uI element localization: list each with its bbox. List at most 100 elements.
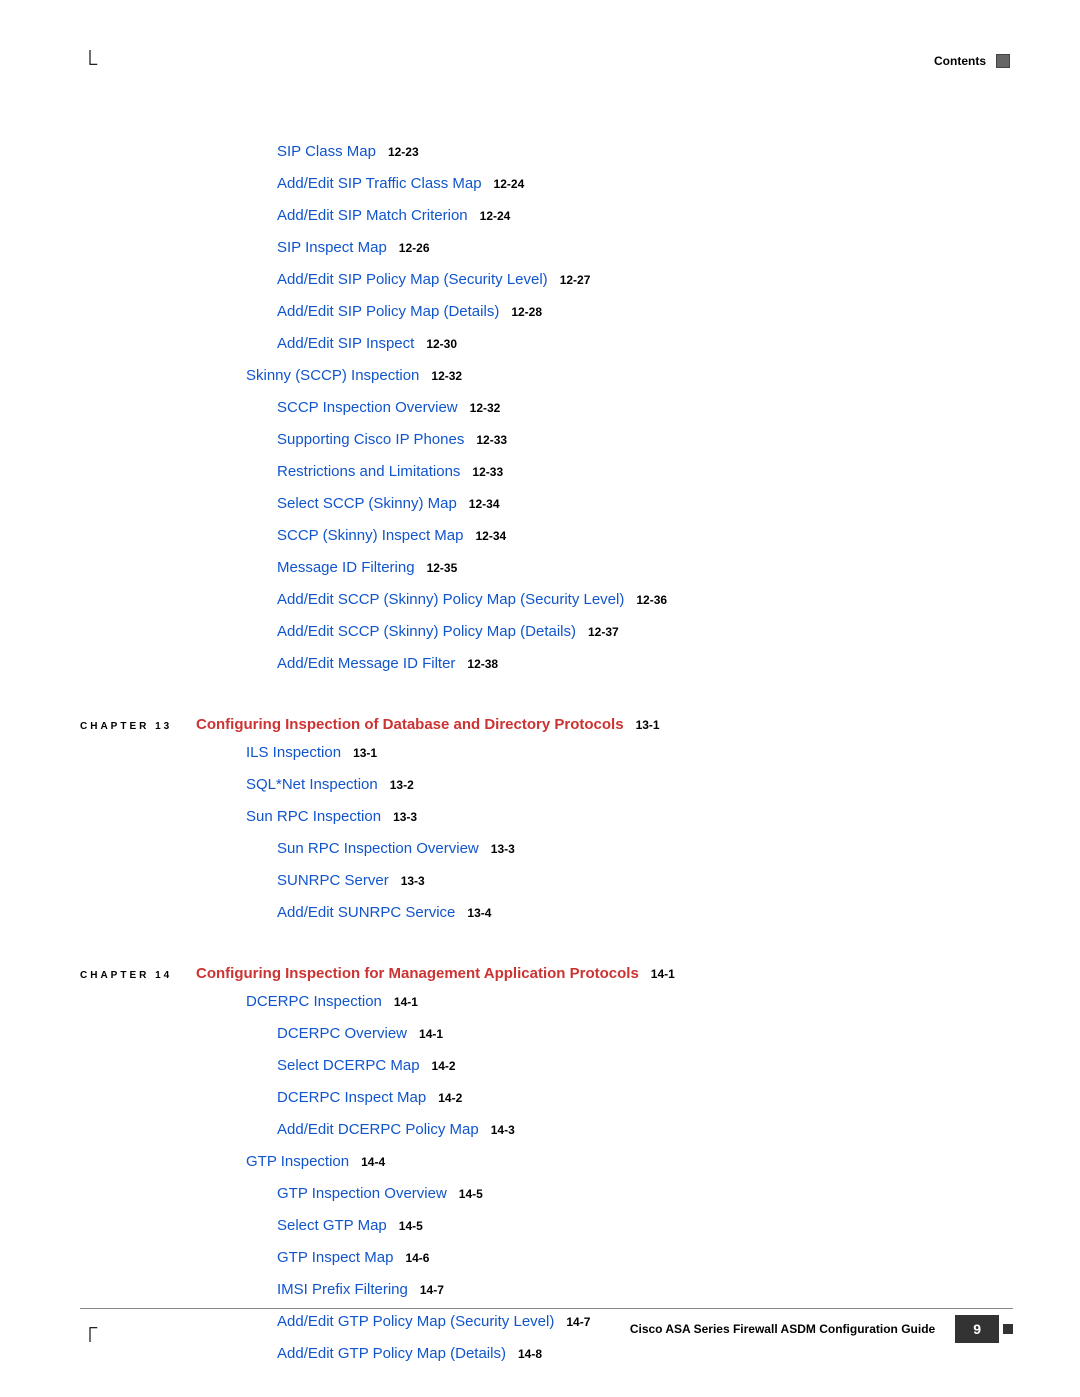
toc-page: 13-2: [390, 778, 414, 792]
toc-link[interactable]: DCERPC Inspection: [246, 993, 382, 1010]
toc-entry: Skinny (SCCP) Inspection 12-32: [246, 364, 1013, 388]
toc-page: 12-38: [467, 657, 498, 671]
toc-link[interactable]: Message ID Filtering: [277, 559, 415, 576]
toc-entry: Select GTP Map 14-5: [277, 1214, 1013, 1238]
header-label: Contents: [934, 54, 986, 68]
toc-link[interactable]: Select SCCP (Skinny) Map: [277, 495, 457, 512]
toc-link[interactable]: SCCP Inspection Overview: [277, 399, 458, 416]
page-number: 9: [955, 1315, 999, 1343]
toc-link[interactable]: Skinny (SCCP) Inspection: [246, 367, 419, 384]
toc-page: 13-1: [353, 746, 377, 760]
toc-entry: ILS Inspection 13-1: [246, 741, 1013, 765]
toc-page: 12-36: [636, 593, 667, 607]
toc-link[interactable]: DCERPC Inspect Map: [277, 1089, 426, 1106]
toc-page: 13-3: [491, 842, 515, 856]
toc-link[interactable]: DCERPC Overview: [277, 1025, 407, 1042]
toc-entry: Select DCERPC Map14-2: [277, 1054, 1013, 1078]
toc-link[interactable]: Add/Edit DCERPC Policy Map: [277, 1121, 479, 1138]
toc-entry: Sun RPC Inspection Overview 13-3: [277, 837, 1013, 861]
toc-page: 12-23: [388, 145, 419, 159]
toc-link[interactable]: Add/Edit SIP Traffic Class Map: [277, 175, 482, 192]
toc-entry: SCCP Inspection Overview12-32: [277, 396, 1013, 420]
chapter-heading: CHAPTER 14 Configuring Inspection for Ma…: [80, 965, 1013, 982]
toc-entry: Add/Edit SCCP (Skinny) Policy Map (Secur…: [277, 588, 1013, 612]
toc-link[interactable]: Add/Edit SUNRPC Service: [277, 904, 455, 921]
toc-link[interactable]: SCCP (Skinny) Inspect Map: [277, 527, 463, 544]
toc-entry: DCERPC Overview14-1: [277, 1022, 1013, 1046]
toc-link[interactable]: Select DCERPC Map: [277, 1057, 420, 1074]
toc-page: 12-34: [475, 529, 506, 543]
toc-link[interactable]: Add/Edit SIP Policy Map (Security Level): [277, 271, 548, 288]
toc-link[interactable]: Add/Edit SIP Inspect: [277, 335, 414, 352]
toc-page: 12-30: [426, 337, 457, 351]
toc-entry: SCCP (Skinny) Inspect Map 12-34: [277, 524, 1013, 548]
toc-entry: GTP Inspection 14-4: [246, 1150, 1013, 1174]
toc-entry: Add/Edit SUNRPC Service13-4: [277, 901, 1013, 925]
toc-entry: DCERPC Inspect Map14-2: [277, 1086, 1013, 1110]
page-square-icon: [1003, 1324, 1013, 1334]
toc-page: 12-32: [431, 369, 462, 383]
toc-page: 12-33: [476, 433, 507, 447]
toc-link[interactable]: Sun RPC Inspection Overview: [277, 840, 479, 857]
toc-link[interactable]: Supporting Cisco IP Phones: [277, 431, 464, 448]
toc-page: 12-28: [511, 305, 542, 319]
toc-page: 12-37: [588, 625, 619, 639]
toc-entry: Restrictions and Limitations12-33: [277, 460, 1013, 484]
chapter-title[interactable]: Configuring Inspection of Database and D…: [196, 716, 624, 733]
toc-page: 13-3: [401, 874, 425, 888]
toc-page: 14-1: [394, 995, 418, 1009]
toc-link[interactable]: GTP Inspection Overview: [277, 1185, 447, 1202]
toc-link[interactable]: ILS Inspection: [246, 744, 341, 761]
toc-page: 14-3: [491, 1123, 515, 1137]
chapter-label: CHAPTER 14: [80, 970, 196, 981]
crop-mark: ⎿: [83, 48, 97, 68]
toc-entry: Add/Edit SCCP (Skinny) Policy Map (Detai…: [277, 620, 1013, 644]
toc-link[interactable]: Select GTP Map: [277, 1217, 387, 1234]
toc-link[interactable]: SUNRPC Server: [277, 872, 389, 889]
page-footer: Cisco ASA Series Firewall ASDM Configura…: [80, 1308, 1013, 1343]
toc-entry: Sun RPC Inspection 13-3: [246, 805, 1013, 829]
toc-page: 13-3: [393, 810, 417, 824]
toc-link[interactable]: Add/Edit GTP Policy Map (Details): [277, 1345, 506, 1362]
toc-link[interactable]: GTP Inspect Map: [277, 1249, 393, 1266]
toc-entry: Add/Edit SIP Traffic Class Map12-24: [277, 172, 1013, 196]
toc-page: 12-27: [560, 273, 591, 287]
toc-entry: SIP Inspect Map12-26: [277, 236, 1013, 260]
toc-link[interactable]: GTP Inspection: [246, 1153, 349, 1170]
toc-link[interactable]: Add/Edit SIP Match Criterion: [277, 207, 468, 224]
chapter-content: ILS Inspection 13-1 SQL*Net Inspection 13-…: [80, 741, 1013, 925]
toc-entry: Add/Edit SIP Policy Map (Details) 12-28: [277, 300, 1013, 324]
toc-entry: Add/Edit SIP Match Criterion 12-24: [277, 204, 1013, 228]
toc-entry: IMSI Prefix Filtering14-7: [277, 1278, 1013, 1302]
toc-link[interactable]: SQL*Net Inspection: [246, 776, 378, 793]
toc-content: SIP Class Map 12-23 Add/Edit SIP Traffic …: [80, 140, 1013, 1374]
toc-link[interactable]: Add/Edit SCCP (Skinny) Policy Map (Secur…: [277, 591, 624, 608]
header-square-icon: [996, 54, 1010, 68]
toc-entry: SUNRPC Server 13-3: [277, 869, 1013, 893]
toc-link[interactable]: SIP Inspect Map: [277, 239, 387, 256]
chapter-page: 13-1: [636, 718, 660, 732]
toc-link[interactable]: Restrictions and Limitations: [277, 463, 460, 480]
toc-entry: Message ID Filtering12-35: [277, 556, 1013, 580]
toc-page: 12-24: [480, 209, 511, 223]
toc-link[interactable]: Add/Edit SIP Policy Map (Details): [277, 303, 499, 320]
toc-entry: SIP Class Map 12-23: [277, 140, 1013, 164]
page-header: Contents: [934, 54, 1010, 68]
toc-page: 14-6: [405, 1251, 429, 1265]
toc-entry: GTP Inspection Overview 14-5: [277, 1182, 1013, 1206]
toc-link[interactable]: SIP Class Map: [277, 143, 376, 160]
toc-entry: Add/Edit SIP Policy Map (Security Level)…: [277, 268, 1013, 292]
toc-page: 14-4: [361, 1155, 385, 1169]
toc-page: 14-5: [399, 1219, 423, 1233]
toc-link[interactable]: Add/Edit SCCP (Skinny) Policy Map (Detai…: [277, 623, 576, 640]
footer-title: Cisco ASA Series Firewall ASDM Configura…: [630, 1322, 935, 1336]
toc-link[interactable]: Sun RPC Inspection: [246, 808, 381, 825]
chapter-heading: CHAPTER 13 Configuring Inspection of Dat…: [80, 716, 1013, 733]
chapter-title[interactable]: Configuring Inspection for Management Ap…: [196, 965, 639, 982]
toc-page: 14-5: [459, 1187, 483, 1201]
chapter-page: 14-1: [651, 967, 675, 981]
toc-link[interactable]: IMSI Prefix Filtering: [277, 1281, 408, 1298]
toc-entry: Add/Edit DCERPC Policy Map 14-3: [277, 1118, 1013, 1142]
toc-link[interactable]: Add/Edit Message ID Filter: [277, 655, 455, 672]
toc-entry: Add/Edit GTP Policy Map (Details)14-8: [277, 1342, 1013, 1366]
